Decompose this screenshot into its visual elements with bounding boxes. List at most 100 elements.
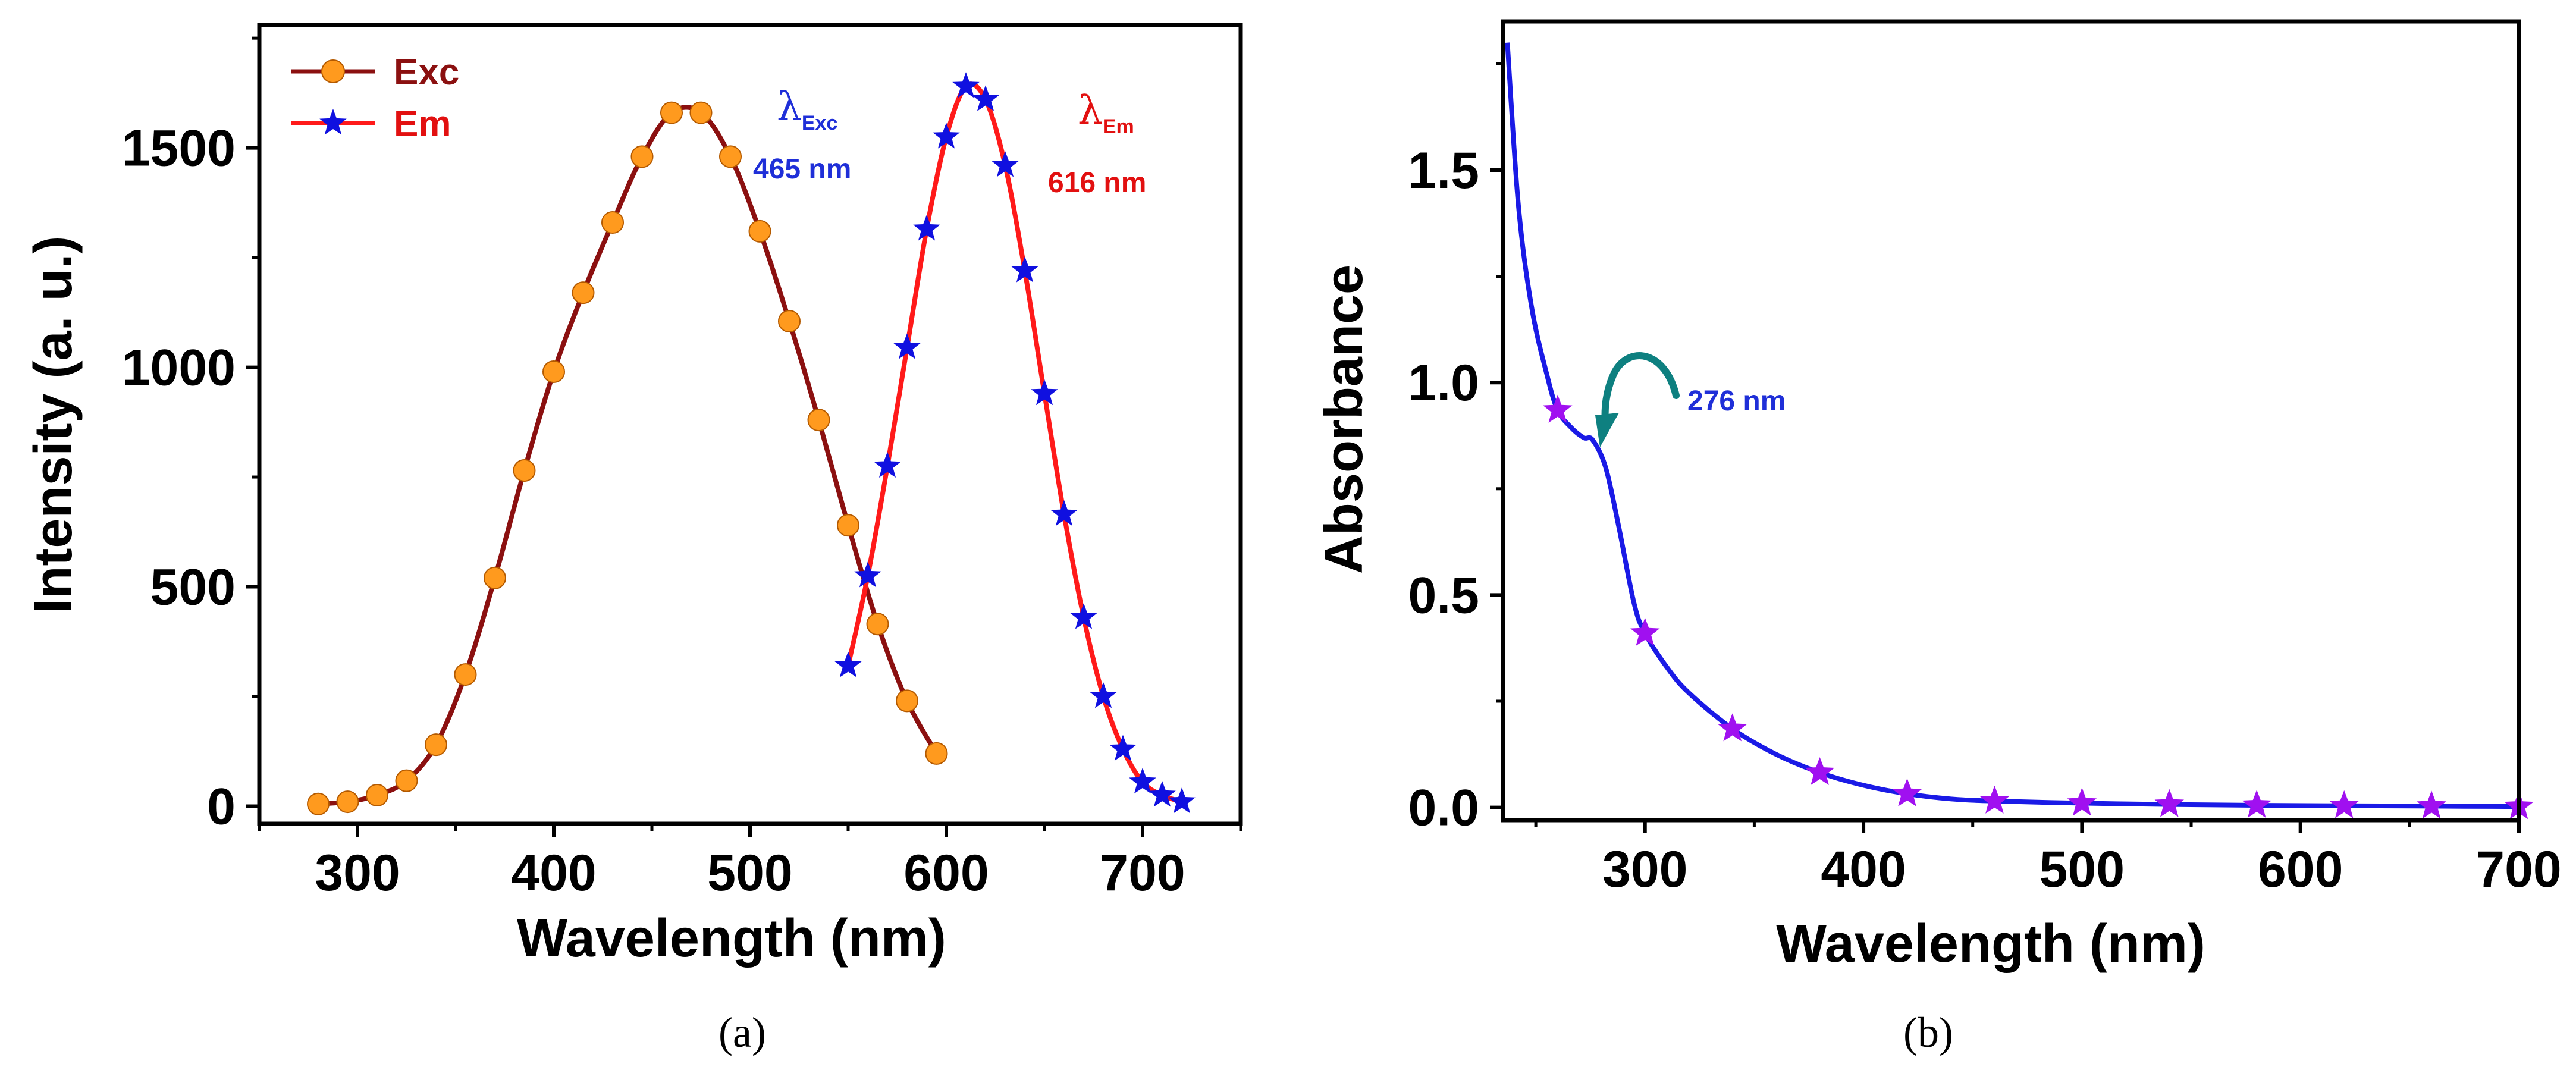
em-point [1070, 603, 1097, 629]
panel-b-y-tick-label: 0.5 [1408, 567, 1479, 624]
exc-point [601, 211, 624, 234]
absorbance-point [1543, 394, 1573, 423]
annotation-lambda-exc: λExc 465 nm [753, 84, 851, 185]
panel-b-x-tick-label: 400 [1821, 841, 1906, 898]
exc-point [837, 514, 859, 537]
em-point [874, 451, 901, 478]
panel-a-y-tick-label: 1500 [122, 120, 236, 177]
panel-a-x-tick-label: 600 [903, 845, 989, 902]
panel-b-caption: (b) [1903, 1009, 1953, 1056]
series-exc-line [318, 105, 939, 806]
lambda-em-symbol: λ [1078, 87, 1103, 133]
panel-a-y-tick-label: 500 [150, 559, 236, 616]
absorbance-point [2067, 787, 2097, 816]
panel-a-axes-ticks: 300 400 500 600 700 0 500 1000 1500 [122, 36, 1242, 902]
em-point [1109, 735, 1137, 761]
em-point [933, 123, 960, 149]
annotation-lambda-em: λEm 616 nm [1048, 87, 1146, 199]
absorbance-point [2329, 790, 2359, 818]
em-point [1090, 682, 1117, 708]
panel-b-absorbance: 300 400 500 600 700 0.0 0.5 1.0 1.5 Wavelength (… [1314, 19, 2562, 1056]
exc-point [542, 360, 565, 383]
exc-point [660, 101, 683, 124]
series-em-line [846, 81, 1183, 804]
em-point [952, 72, 980, 98]
absorbance-point [1892, 778, 1922, 806]
absorbance-point [1630, 617, 1660, 646]
lambda-exc-value: 465 nm [753, 153, 851, 185]
exc-point [778, 310, 801, 333]
annotation-lambda-exc-symbol: λExc [777, 84, 837, 134]
annotation-lambda-em-symbol: λEm [1078, 87, 1134, 138]
panel-a-y-tick-label: 0 [207, 778, 236, 835]
exc-point [719, 145, 742, 168]
exc-point [484, 566, 506, 589]
absorbance-point [2417, 790, 2446, 819]
exc-point [689, 101, 713, 124]
panel-b-axes-ticks: 300 400 500 600 700 0.0 0.5 1.0 1.5 [1408, 62, 2562, 898]
panel-a-x-tick-label: 300 [315, 845, 400, 902]
exc-point [896, 689, 918, 713]
absorbance-point [2154, 789, 2184, 817]
exc-point [307, 792, 330, 815]
em-point [834, 651, 862, 677]
lambda-em-subscript: Em [1103, 115, 1134, 138]
em-point [854, 561, 881, 588]
annotation-276nm-label: 276 nm [1687, 385, 1786, 417]
annotation-276nm: 276 nm [1595, 352, 1786, 447]
exc-point [454, 663, 477, 686]
em-point [1149, 781, 1176, 807]
em-point [1031, 379, 1058, 406]
absorbance-point [2242, 790, 2271, 818]
em-point [1011, 256, 1038, 283]
panel-b-y-tick-label: 0.0 [1408, 780, 1479, 837]
em-point [913, 215, 940, 241]
absorbance-point [1979, 785, 2010, 814]
exc-point [366, 784, 388, 807]
panel-a-excitation-emission: 300 400 500 600 700 0 500 1000 1500 Wavelength (… [24, 23, 1243, 1056]
panel-a-x-tick-label: 700 [1100, 845, 1185, 902]
lambda-exc-subscript: Exc [802, 112, 838, 134]
annotation-arrow [1601, 352, 1680, 432]
exc-point [748, 219, 771, 243]
exc-point [572, 281, 595, 305]
exc-point [395, 769, 418, 792]
exc-point [866, 613, 889, 636]
legend-em-label: Em [394, 103, 451, 145]
legend-em-marker [319, 109, 347, 135]
panel-a-data-layer [307, 72, 1196, 815]
em-point [1129, 767, 1156, 794]
panel-b-y-tick-label: 1.5 [1408, 142, 1479, 199]
panel-b-x-tick-label: 700 [2476, 841, 2562, 898]
panel-b-plot-frame [1501, 19, 2521, 823]
panel-b-x-axis-title: Wavelength (nm) [1776, 914, 2205, 974]
absorbance-point [1717, 713, 1747, 742]
panel-a-y-tick-label: 1000 [122, 340, 236, 397]
panel-a-x-axis-title: Wavelength (nm) [517, 909, 946, 968]
panel-b-x-tick-label: 500 [2040, 841, 2125, 898]
em-point [893, 333, 921, 359]
exc-point [425, 733, 447, 757]
panel-a-caption: (a) [718, 1009, 766, 1056]
em-point [992, 151, 1019, 177]
panel-a-y-axis-title: Intensity (a. u.) [24, 236, 83, 613]
panel-a-x-tick-label: 400 [511, 845, 597, 902]
panel-b-y-axis-title: Absorbance [1314, 265, 1374, 574]
em-point [1050, 500, 1078, 526]
exc-point [630, 145, 654, 168]
exc-point [513, 459, 536, 482]
legend-exc-label: Exc [394, 52, 459, 93]
panel-a-x-tick-label: 500 [707, 845, 793, 902]
series-absorbance-line [1505, 42, 2519, 809]
exc-point [336, 790, 359, 814]
exc-point [925, 742, 948, 765]
panel-a-legend: Exc Em [291, 52, 459, 145]
legend-exc-marker [321, 59, 345, 83]
em-point [972, 85, 999, 111]
lambda-em-value: 616 nm [1048, 167, 1146, 199]
em-point [1168, 787, 1196, 814]
exc-point [807, 409, 830, 432]
panel-b-y-tick-label: 1.0 [1408, 354, 1479, 412]
